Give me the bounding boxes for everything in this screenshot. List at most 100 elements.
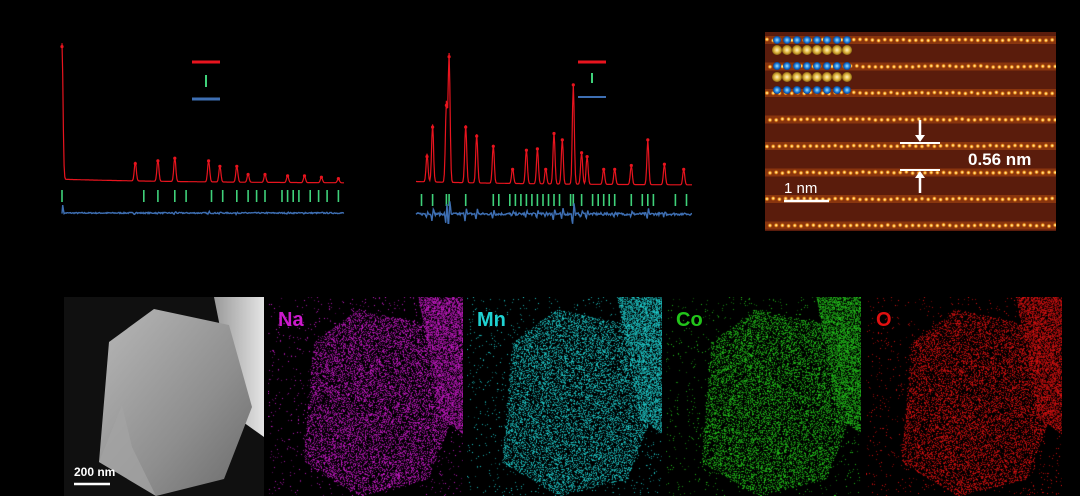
atom-column — [857, 36, 863, 42]
tm-atom-model — [822, 72, 832, 82]
atom-column — [876, 90, 882, 96]
atom-column — [823, 116, 829, 122]
atom-column — [860, 169, 866, 175]
atom-column — [1052, 117, 1056, 123]
atom-column — [987, 142, 993, 148]
atom-column — [832, 196, 838, 202]
atom-column — [879, 64, 885, 70]
atom-column — [990, 170, 996, 176]
atom-column — [978, 222, 984, 228]
atom-column — [990, 64, 996, 70]
atom-column — [854, 63, 860, 69]
atom-column — [965, 223, 971, 229]
atom-column — [907, 142, 913, 149]
atom-column — [1052, 169, 1056, 176]
haadf-overview-image: 200 nm — [64, 297, 264, 496]
atom-column — [894, 90, 900, 96]
atom-column — [820, 143, 826, 149]
atom-column — [869, 90, 875, 96]
atom-column — [981, 37, 987, 43]
na-atom-model — [793, 36, 801, 44]
na-atom-model — [833, 86, 841, 94]
hexagonal-particle — [99, 309, 252, 496]
atom-column — [888, 37, 894, 43]
atom-column — [931, 143, 937, 149]
atom-column — [907, 90, 913, 96]
atom-column — [919, 196, 925, 202]
atom-column — [779, 222, 785, 228]
atom-column — [872, 222, 878, 229]
atom-column — [792, 169, 798, 175]
atom-column — [950, 196, 956, 202]
observed-peak-marker — [491, 144, 495, 148]
na-atom-model — [803, 36, 811, 44]
atom-column — [786, 169, 792, 175]
atom-column — [851, 89, 857, 95]
atom-column — [934, 223, 940, 229]
observed-peak-marker — [156, 159, 160, 163]
atom-column — [1015, 64, 1021, 70]
atom-column — [938, 37, 944, 43]
atom-column — [953, 116, 959, 122]
na-atom-model — [793, 62, 801, 70]
observed-peak-marker — [475, 134, 479, 138]
atom-column — [956, 37, 962, 43]
observed-peak-marker — [662, 162, 666, 166]
atom-column — [1021, 222, 1027, 228]
atom-column — [810, 117, 816, 123]
na-atom-model — [803, 62, 811, 70]
atom-column — [845, 143, 851, 149]
atom-column — [969, 89, 975, 95]
tm-atom-model — [772, 45, 782, 55]
atom-column — [773, 117, 779, 123]
atom-column — [944, 90, 950, 96]
atom-column — [987, 90, 993, 96]
plot2-bragg-ticks — [420, 194, 688, 206]
atom-column — [965, 170, 971, 176]
atom-column — [903, 63, 909, 69]
atom-column — [838, 143, 844, 150]
atom-column — [1015, 222, 1021, 228]
atom-column — [804, 169, 810, 175]
atom-column — [928, 116, 934, 122]
atom-column — [925, 90, 931, 96]
atom-column — [900, 90, 906, 96]
na-atom-model — [843, 62, 851, 70]
atom-column — [913, 197, 919, 203]
atom-column — [941, 169, 947, 176]
observed-peak-marker — [560, 138, 564, 142]
atom-column — [934, 63, 940, 69]
atom-column — [876, 196, 882, 203]
atom-column — [863, 90, 869, 96]
atom-column — [807, 143, 813, 149]
na-atom-model — [803, 86, 811, 94]
atom-column — [888, 196, 894, 202]
atom-column — [835, 117, 841, 123]
atom-column — [944, 196, 950, 202]
observed-peak-marker — [218, 164, 222, 168]
observed-peak-marker — [431, 125, 435, 129]
atom-column — [1027, 64, 1033, 70]
atom-column — [770, 143, 776, 149]
atom-column — [851, 195, 857, 202]
atom-column — [882, 37, 888, 43]
atom-column — [1015, 169, 1021, 176]
na-atom-model — [823, 62, 831, 70]
atom-column — [941, 63, 947, 69]
atom-column — [872, 64, 878, 70]
o-map-canvas — [866, 297, 1062, 496]
atom-column — [866, 222, 872, 228]
atom-column — [1043, 91, 1049, 97]
atom-column — [860, 64, 866, 70]
atom-column — [1049, 195, 1055, 201]
atom-column — [1031, 196, 1037, 202]
atom-column — [894, 143, 900, 149]
tm-atom-model — [782, 45, 792, 55]
tm-atom-model — [792, 72, 802, 82]
atom-column — [767, 170, 773, 176]
tm-atom-model — [782, 72, 792, 82]
na-atom-model — [843, 86, 851, 94]
eds-map-o: O — [866, 297, 1062, 496]
observed-peak-marker — [425, 155, 429, 159]
atom-column — [1040, 117, 1046, 123]
